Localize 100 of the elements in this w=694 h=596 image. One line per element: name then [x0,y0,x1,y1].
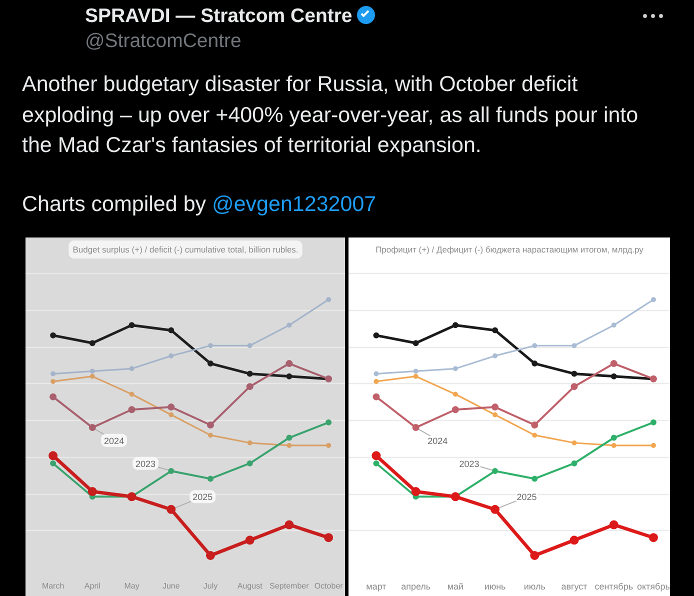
point [492,404,499,411]
point [610,434,617,441]
point [372,451,381,460]
x-tick-label: апрель [401,582,431,592]
point [611,442,616,448]
text: SPRAVDI — Stratcom Centre [85,4,354,28]
point [372,393,380,400]
point [374,371,379,376]
point [571,460,578,466]
text: 2025 [516,492,537,502]
point [206,421,214,428]
point [168,468,174,474]
point [48,451,58,460]
point [207,476,214,482]
x-tick-label: сентябрь [594,582,634,592]
point [286,442,292,448]
point [247,343,252,348]
x-tick-label: June [162,582,180,590]
point [650,442,656,448]
point [452,392,458,397]
point [50,460,56,466]
x-tick-label: май [447,582,464,592]
x-tick-label: March [42,582,64,590]
x-tick-label: июнь [484,582,506,592]
point [246,383,254,390]
point [50,332,56,338]
point [373,332,380,338]
point [90,368,95,374]
point [88,424,96,432]
point [570,383,578,390]
x-tick-label: июль [524,582,546,592]
point [206,551,215,560]
point [166,504,176,514]
point [90,374,95,379]
point [411,487,420,496]
point [412,340,419,346]
point [89,340,96,346]
point [532,343,538,348]
point [168,353,174,358]
x-tick-label: октябрь [637,582,670,592]
x-tick-label: October [314,582,344,590]
point [286,434,292,441]
x-tick-label: март [366,582,386,592]
point [530,551,540,560]
x-tick-label: август [561,582,588,592]
point [326,297,332,302]
chart-title: Budget surplus (+) / deficit (-) cumulative total, billion rubles. [72,244,298,254]
point [650,419,656,426]
point [208,432,213,438]
point [413,368,418,374]
point [245,536,254,545]
point [492,353,498,358]
chart-title: Профицит (+) / Дефицит (-) бюджета нарастающим итогом, млрд.ру [376,244,644,254]
point [50,371,56,376]
point [492,468,498,474]
point [324,533,334,542]
series-label: 2024 [104,436,124,446]
point [492,412,498,418]
point [128,406,136,414]
point [129,392,134,397]
point [326,442,332,448]
text: @StratcomCentre [85,29,242,53]
point [570,536,579,545]
text: 2025 [192,492,213,502]
x-tick-label: April [84,582,101,590]
point [572,440,577,446]
point [532,476,538,482]
point [207,360,214,367]
point [648,533,658,542]
x-tick-label: May [124,582,140,590]
point [609,520,618,530]
point [168,412,174,418]
point [286,373,292,380]
point [492,327,498,334]
point [50,393,57,400]
point [247,440,252,446]
text: Another budgetary disaster for Russia, with October deficit exploding – up over +400% year-over-year, as all funds pour into the Mad Czar's fantasies of territorial expansion. [22,71,640,159]
point [208,343,213,348]
point [532,360,538,367]
text: @evgen1232007 [212,192,376,216]
point [572,343,577,348]
point [611,322,616,328]
x-tick-label: July [203,582,218,590]
point [531,421,538,428]
point [610,373,617,380]
point [50,378,56,384]
point [452,322,458,328]
x-tick-label: August [237,582,264,590]
point [246,370,253,377]
series-label: 2023 [459,458,480,469]
x-tick-label: September [270,582,310,590]
point [413,374,418,379]
text: Charts compiled by [22,192,206,216]
series-label: 2023 [136,458,156,469]
point [168,404,175,411]
point [326,419,332,426]
point [610,360,618,368]
point [88,487,97,496]
point [412,424,420,432]
point [373,460,380,466]
